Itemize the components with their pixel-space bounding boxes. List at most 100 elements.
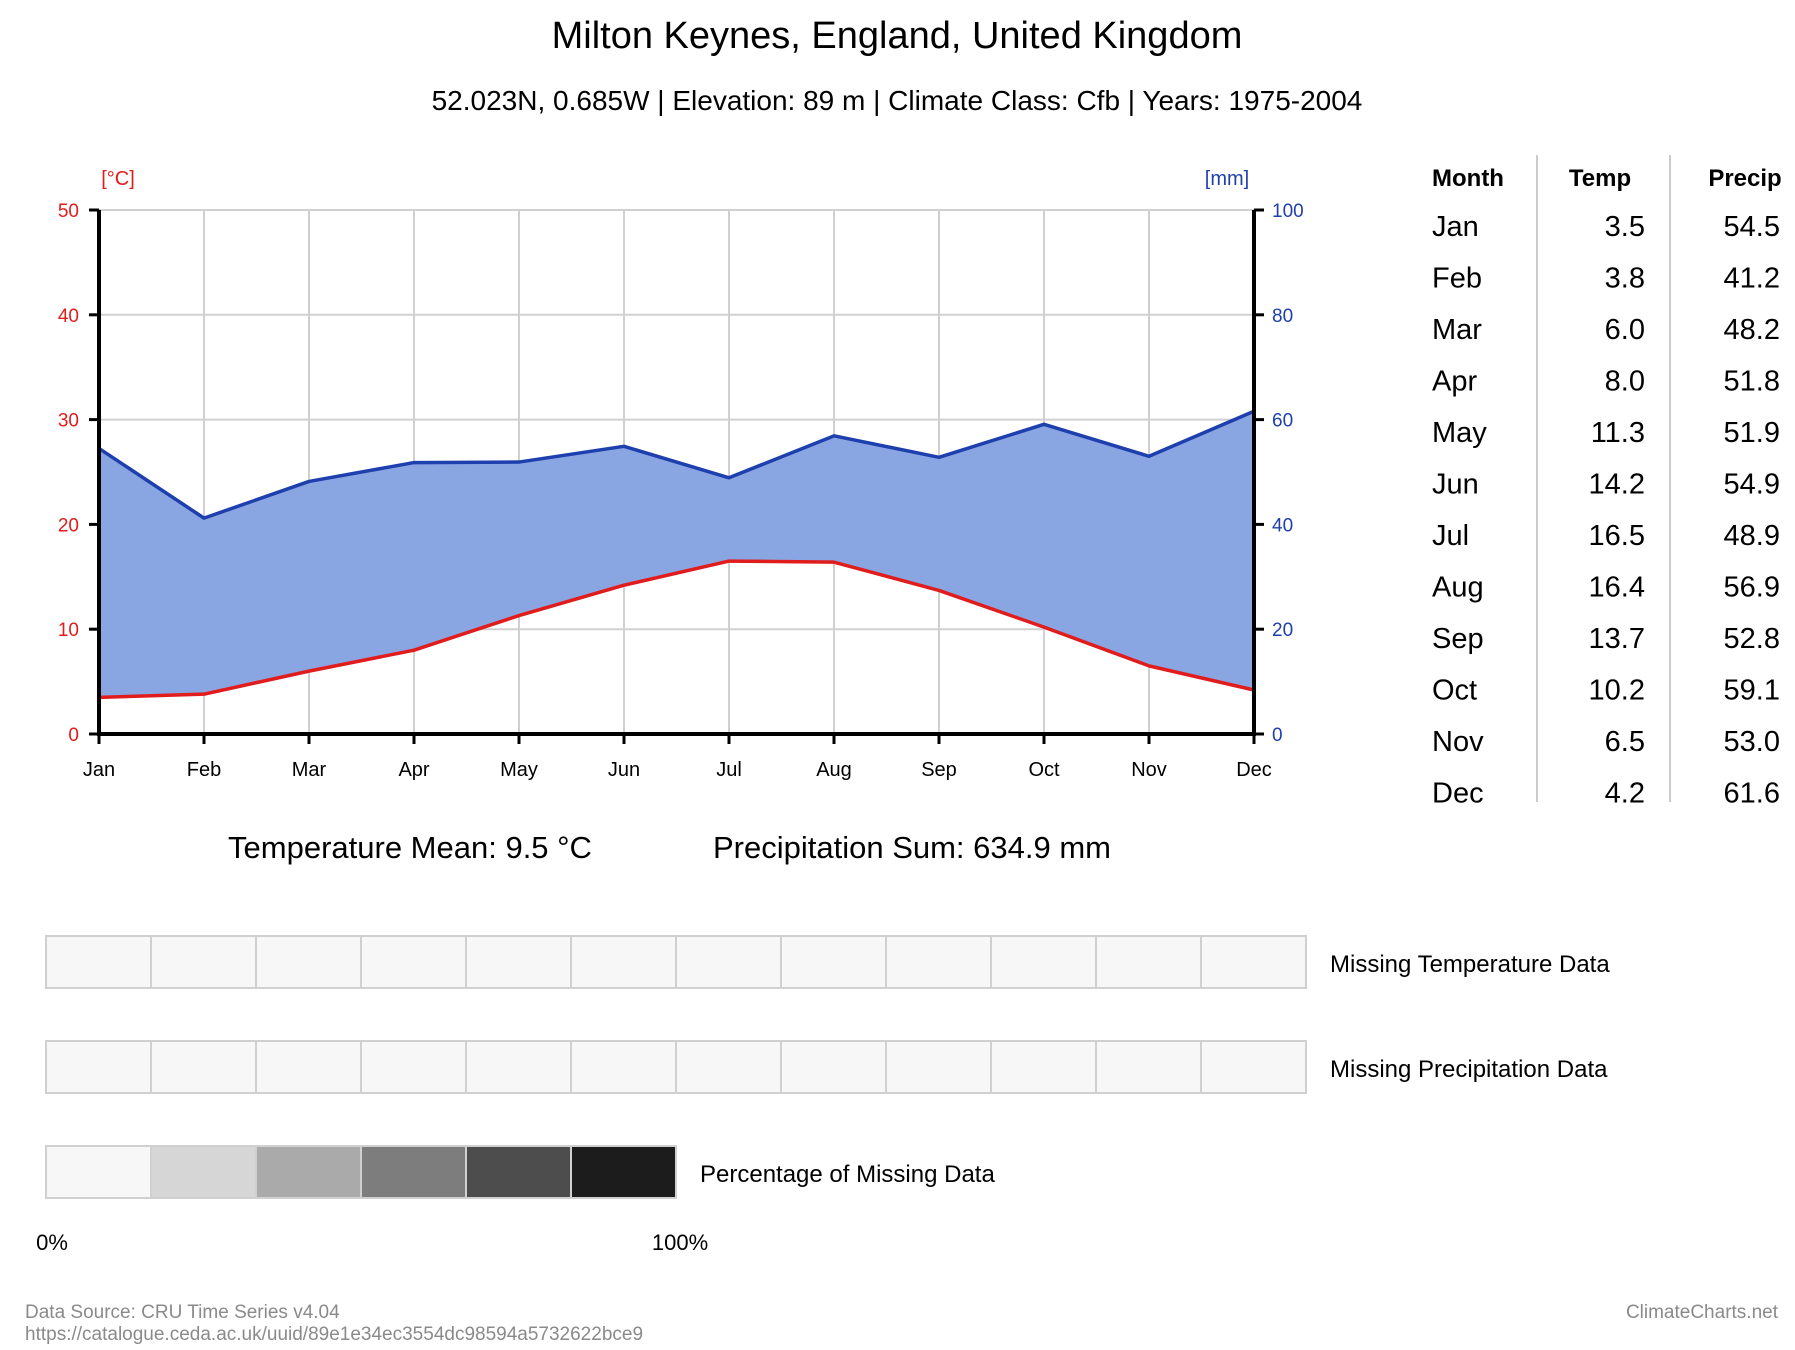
brand[interactable]: ClimateCharts.net xyxy=(1626,1302,1779,1323)
missing-precip-cell xyxy=(45,1040,152,1094)
month-tick-label: Nov xyxy=(1131,759,1167,781)
table-precip-cell: 59.1 xyxy=(1724,675,1780,707)
month-tick-label: Jun xyxy=(608,759,640,781)
missing-scale-swatch xyxy=(150,1145,257,1199)
precip-area-fill xyxy=(99,411,1254,698)
table-precip-cell: 41.2 xyxy=(1724,263,1780,295)
table-month-cell: Nov xyxy=(1432,726,1484,758)
precip-tick-label: 0 xyxy=(1272,725,1283,746)
table-month-cell: Jun xyxy=(1432,469,1479,501)
month-tick-label: Jul xyxy=(716,759,742,781)
table-month-cell: Mar xyxy=(1432,314,1482,346)
table-temp-cell: 6.0 xyxy=(1605,314,1645,346)
missing-temp-cell xyxy=(780,935,887,989)
table-temp-cell: 6.5 xyxy=(1605,726,1645,758)
missing-precip-cell xyxy=(1095,1040,1202,1094)
temperature-line xyxy=(98,559,1255,700)
precip-axis-unit: [mm] xyxy=(1205,168,1249,190)
precip-tick-label: 80 xyxy=(1272,306,1293,327)
temp-axis-unit: [°C] xyxy=(101,168,135,190)
month-tick-label: Mar xyxy=(292,759,327,781)
missing-temp-cell xyxy=(885,935,992,989)
month-tick-label: Dec xyxy=(1236,759,1272,781)
axes: 0 10 20 30 40 50 0 20 40 60 80 100 Jan Feb Mar Apr May Ju… xyxy=(58,201,1304,781)
table-month-cell: Jan xyxy=(1432,211,1479,243)
month-tick-label: Feb xyxy=(187,759,221,781)
series-lines xyxy=(98,409,1255,700)
table-temp-cell: 16.4 xyxy=(1589,572,1645,604)
missing-temp-cell xyxy=(45,935,152,989)
table-month-cell: Dec xyxy=(1432,778,1484,810)
precip-tick-label: 20 xyxy=(1272,620,1293,641)
temp-mean: Temperature Mean: 9.5 °C xyxy=(228,830,592,865)
table-temp-cell: 4.2 xyxy=(1605,778,1645,810)
table-temp-cell: 3.5 xyxy=(1605,211,1645,243)
table-temp-cell: 3.8 xyxy=(1605,263,1645,295)
scale-max-label: 100% xyxy=(652,1230,708,1255)
data-source: Data Source: CRU Time Series v4.04 xyxy=(25,1302,340,1323)
missing-temp-cell xyxy=(675,935,782,989)
table-month-cell: Apr xyxy=(1432,366,1477,398)
missing-scale-swatch xyxy=(570,1145,677,1199)
table-month-cell: May xyxy=(1432,417,1487,449)
missing-temp-cell xyxy=(255,935,362,989)
temp-tick-label: 20 xyxy=(58,515,79,536)
missing-scale-swatch xyxy=(360,1145,467,1199)
table-month-cell: Sep xyxy=(1432,623,1484,655)
month-tick-label: May xyxy=(500,759,538,781)
table-temp-cell: 13.7 xyxy=(1589,623,1645,655)
missing-precip-cell xyxy=(1200,1040,1307,1094)
table-month-cell: Feb xyxy=(1432,263,1482,295)
missing-precip-cell xyxy=(885,1040,992,1094)
missing-precip-cell xyxy=(570,1040,677,1094)
missing-temp-cell xyxy=(150,935,257,989)
table-header-temp: Temp xyxy=(1569,165,1631,192)
percentage-label: Percentage of Missing Data xyxy=(700,1161,995,1188)
missing-temp-cell xyxy=(360,935,467,989)
missing-temp-cell xyxy=(990,935,1097,989)
missing-precip-label: Missing Precipitation Data xyxy=(1330,1056,1608,1083)
temp-tick-label: 40 xyxy=(58,306,79,327)
precip-tick-label: 100 xyxy=(1272,201,1304,222)
chart-subtitle: 52.023N, 0.685W | Elevation: 89 m | Clim… xyxy=(432,85,1363,116)
table-precip-cell: 51.9 xyxy=(1724,417,1780,449)
precip-tick-label: 60 xyxy=(1272,411,1293,432)
temp-tick-label: 50 xyxy=(58,201,79,222)
table-precip-cell: 61.6 xyxy=(1724,778,1780,810)
missing-temp-cell xyxy=(570,935,677,989)
table-header-month: Month xyxy=(1432,165,1504,192)
table-precip-cell: 56.9 xyxy=(1724,572,1780,604)
table-precip-cell: 53.0 xyxy=(1724,726,1780,758)
missing-precip-cell xyxy=(360,1040,467,1094)
missing-temp-cell xyxy=(1095,935,1202,989)
table-temp-cell: 16.5 xyxy=(1589,520,1645,552)
missing-precip-cell xyxy=(675,1040,782,1094)
table-precip-cell: 54.5 xyxy=(1724,211,1780,243)
table-month-cell: Jul xyxy=(1432,520,1469,552)
table-temp-cell: 11.3 xyxy=(1591,417,1645,449)
table-header-precip: Precip xyxy=(1708,165,1781,192)
table-precip-cell: 54.9 xyxy=(1724,469,1780,501)
month-tick-label: Oct xyxy=(1028,759,1060,781)
missing-data xyxy=(45,935,1307,1199)
missing-scale-swatch xyxy=(45,1145,152,1199)
missing-precip-cell xyxy=(990,1040,1097,1094)
precipitation-line xyxy=(98,409,1255,520)
missing-temp-label: Missing Temperature Data xyxy=(1330,951,1610,978)
table-precip-cell: 52.8 xyxy=(1724,623,1780,655)
table-month-cell: Aug xyxy=(1432,572,1484,604)
missing-scale-swatch xyxy=(255,1145,362,1199)
table-temp-cell: 8.0 xyxy=(1605,366,1645,398)
data-source-url[interactable]: https://catalogue.ceda.ac.uk/uuid/89e1e3… xyxy=(25,1324,643,1345)
month-tick-label: Sep xyxy=(921,759,957,781)
table-precip-cell: 48.9 xyxy=(1724,520,1780,552)
precip-sum: Precipitation Sum: 634.9 mm xyxy=(713,830,1111,865)
month-tick-label: Jan xyxy=(83,759,115,781)
table-month-cell: Oct xyxy=(1432,675,1477,707)
data-table: Month Temp Precip Jan 3.5 54.5 Feb 3.8 41.2 Ma… xyxy=(1432,155,1782,810)
temp-tick-label: 10 xyxy=(58,620,79,641)
precip-temp-area xyxy=(99,411,1254,698)
precip-tick-label: 40 xyxy=(1272,515,1293,536)
scale-min-label: 0% xyxy=(36,1230,68,1255)
